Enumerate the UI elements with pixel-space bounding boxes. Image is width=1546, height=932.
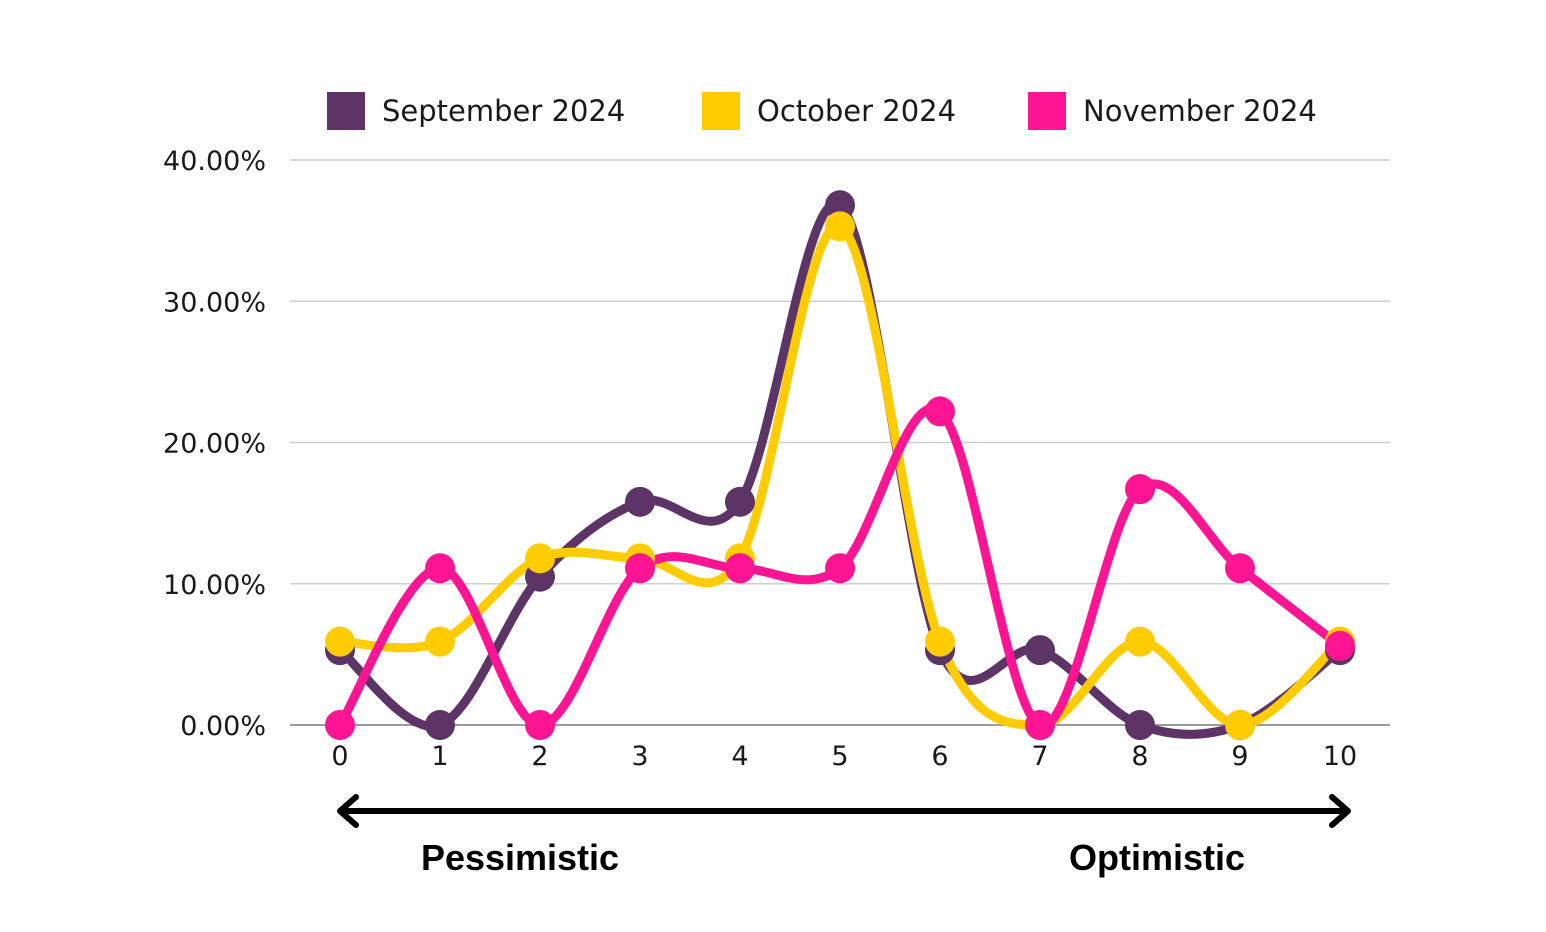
gridlines	[290, 159, 1390, 726]
sentiment-arrow	[337, 794, 1351, 828]
arrow-head-left	[337, 794, 359, 828]
data-point	[1325, 630, 1355, 661]
data-point	[525, 543, 555, 574]
x-axis-ticks: 0 1 2 3 4 5 6 7 8 9 10	[331, 741, 1357, 772]
x-tick-label: 8	[1131, 741, 1148, 772]
y-tick-label: 40.00%	[163, 146, 266, 177]
series-lines	[335, 199, 1345, 739]
y-tick-label: 0.00%	[180, 711, 266, 742]
legend-swatch	[1028, 92, 1066, 130]
arrow-head-right	[1329, 794, 1351, 828]
legend: September 2024 October 2024 November 2024	[327, 92, 1317, 130]
x-tick-label: 2	[531, 741, 548, 772]
data-point	[925, 626, 955, 657]
data-point	[725, 553, 755, 584]
data-point	[825, 211, 855, 242]
y-axis-ticks: 0.00% 10.00% 20.00% 30.00% 40.00%	[163, 146, 266, 742]
data-point	[425, 553, 455, 584]
x-tick-label: 7	[1031, 741, 1048, 772]
data-point	[625, 553, 655, 584]
data-point	[1025, 635, 1055, 666]
data-point	[425, 626, 455, 657]
x-tick-label: 10	[1323, 741, 1357, 772]
legend-label: October 2024	[757, 94, 956, 128]
data-point	[825, 190, 855, 221]
series-points	[325, 190, 1355, 740]
data-point	[1125, 474, 1155, 505]
optimistic-label: Optimistic	[1069, 837, 1245, 878]
legend-swatch	[702, 92, 740, 130]
x-tick-label: 1	[431, 741, 448, 772]
data-point	[925, 396, 955, 427]
x-tick-label: 0	[331, 741, 348, 772]
data-point	[625, 486, 655, 517]
data-point	[325, 710, 355, 740]
x-tick-label: 6	[931, 741, 948, 772]
legend-label: November 2024	[1083, 94, 1317, 128]
legend-swatch	[327, 92, 365, 130]
data-point	[425, 710, 455, 740]
data-point	[725, 486, 755, 517]
data-point	[1225, 710, 1255, 740]
data-point	[525, 710, 555, 740]
y-tick-label: 30.00%	[163, 287, 266, 318]
data-point	[1025, 710, 1055, 740]
data-point	[1125, 710, 1155, 740]
data-point	[1125, 626, 1155, 657]
x-tick-label: 3	[631, 741, 648, 772]
x-tick-label: 9	[1231, 741, 1248, 772]
data-point	[1225, 553, 1255, 584]
x-tick-label: 5	[831, 741, 848, 772]
y-tick-label: 20.00%	[163, 429, 266, 460]
data-point	[325, 626, 355, 657]
pessimistic-label: Pessimistic	[421, 837, 619, 878]
x-tick-label: 4	[731, 741, 748, 772]
legend-label: September 2024	[382, 94, 625, 128]
data-point	[825, 553, 855, 584]
y-tick-label: 10.00%	[163, 570, 266, 601]
